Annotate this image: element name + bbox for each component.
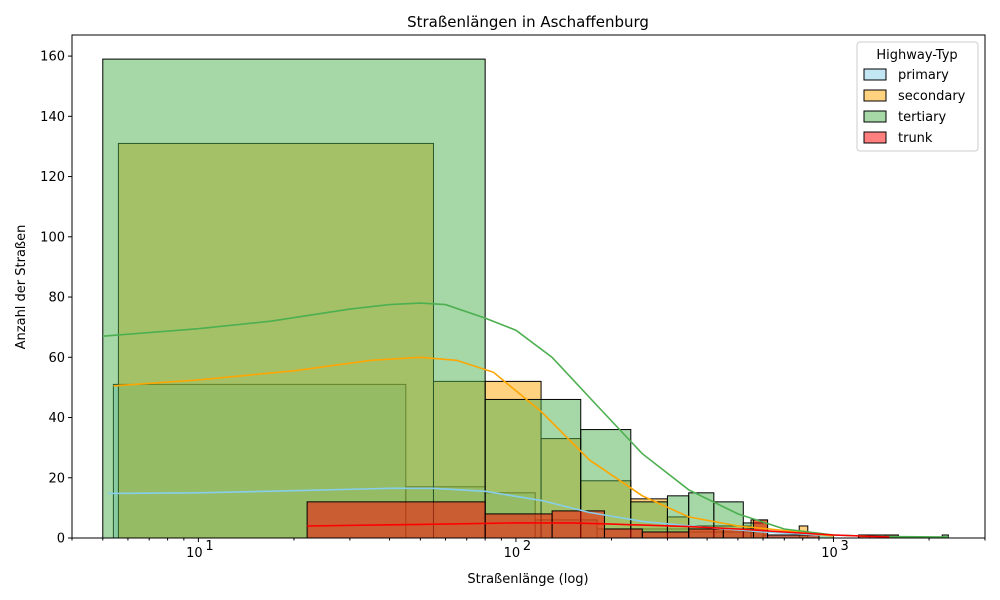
kde-line-trunk	[307, 522, 890, 538]
plot-frame	[71, 34, 986, 539]
x-tick-label-100: 10	[504, 546, 521, 561]
x-tick-exponent-10: 1	[205, 539, 213, 554]
chart-title: Straßenlängen in Aschaffenburg	[407, 13, 649, 31]
legend: Highway-Typ primary secondary tertiary trun…	[856, 41, 979, 152]
kde-layer	[102, 302, 949, 538]
kde-line-tertiary	[102, 302, 949, 538]
kde-line-secondary	[113, 356, 834, 537]
bar-trunk-5	[688, 528, 724, 539]
y-tick-label-140: 140	[40, 110, 65, 125]
bar-trunk-3	[603, 528, 643, 539]
legend-swatch-trunk	[863, 131, 887, 144]
y-tick-label-160: 160	[40, 50, 65, 65]
legend-box	[856, 41, 979, 152]
legend-swatch-primary	[863, 68, 887, 81]
bar-trunk-0	[306, 501, 486, 539]
y-axis-title: Anzahl der Straßen	[14, 225, 29, 350]
y-tick-label-40: 40	[48, 411, 65, 426]
y-axis: 0 20 40 60 80 100 120 140 160	[40, 50, 72, 547]
legend-label-primary: primary	[898, 68, 949, 83]
legend-label-tertiary: tertiary	[898, 110, 946, 125]
bar-trunk-2	[551, 510, 605, 539]
legend-label-trunk: trunk	[898, 131, 933, 146]
y-tick-label-100: 100	[40, 230, 65, 245]
bars-layer	[102, 58, 949, 539]
kde-line-primary	[108, 487, 834, 537]
y-tick-label-20: 20	[48, 471, 65, 486]
x-axis-title: Straßenlänge (log)	[467, 572, 588, 587]
x-axis: 10 1 10 2 10 3	[71, 538, 986, 561]
legend-swatch-secondary	[863, 89, 887, 102]
x-tick-label-10: 10	[186, 546, 203, 561]
legend-title: Highway-Typ	[876, 48, 957, 63]
legend-label-secondary: secondary	[898, 89, 966, 104]
x-tick-exponent-1000: 3	[840, 539, 848, 554]
legend-entries: primary secondary tertiary trunk	[863, 68, 966, 146]
y-tick-label-60: 60	[48, 351, 65, 366]
y-tick-label-120: 120	[40, 170, 65, 185]
legend-swatch-tertiary	[863, 110, 887, 123]
x-tick-label-1000: 10	[821, 546, 838, 561]
y-tick-label-80: 80	[48, 291, 65, 306]
bar-trunk-4	[641, 531, 690, 539]
bar-tertiary-0	[102, 58, 486, 539]
x-tick-exponent-100: 2	[523, 539, 531, 554]
y-tick-label-0: 0	[57, 532, 65, 547]
bar-trunk-1	[484, 513, 553, 539]
